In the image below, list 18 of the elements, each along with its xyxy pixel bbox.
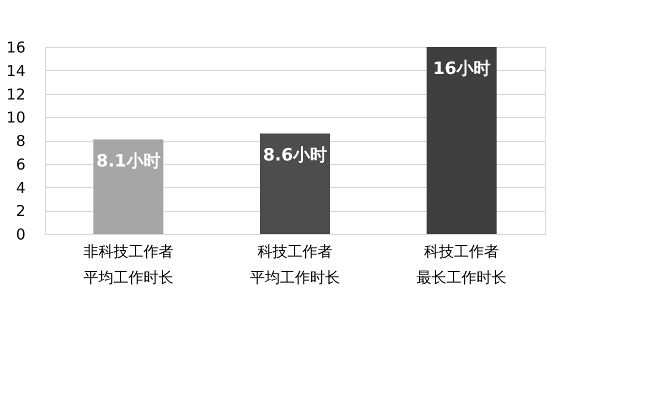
y-tick-label: 14 [6, 62, 26, 80]
data-label: 16小时 [432, 59, 491, 79]
y-tick-label: 4 [16, 178, 26, 197]
y-tick-label: 16 [6, 38, 26, 56]
x-tick-label: 科技工作者平均工作时长 [250, 242, 340, 286]
data-label: 8.6小时 [262, 145, 328, 166]
bar [260, 133, 330, 234]
y-tick-label: 12 [6, 85, 26, 104]
x-tick-label: 科技工作者最长工作时长 [416, 242, 507, 286]
x-tick-label: 非科技工作者平均工作时长 [83, 242, 174, 286]
y-tick-label: 2 [16, 202, 26, 220]
bar [93, 139, 164, 234]
y-tick-label: 8 [16, 132, 26, 150]
y-tick-label: 6 [16, 155, 26, 174]
bar [426, 47, 497, 234]
y-tick-label: 0 [16, 226, 26, 244]
data-label: 8.1小时 [96, 151, 160, 172]
y-tick-label: 10 [6, 108, 26, 127]
